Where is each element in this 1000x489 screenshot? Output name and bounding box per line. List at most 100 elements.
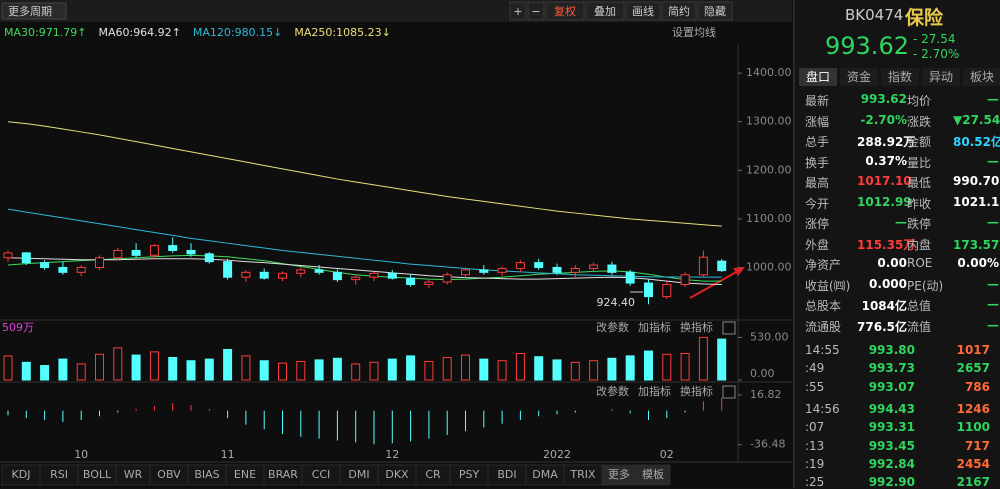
ma-settings[interactable]: 设置均线 — [672, 25, 716, 39]
stat-label: 总手 — [805, 135, 830, 149]
volume-bar — [241, 355, 251, 381]
y-tick-label: 0.00 — [750, 367, 775, 380]
indicator-tab[interactable]: DKX — [385, 468, 409, 481]
candle-body — [680, 274, 690, 285]
volume-bar — [589, 360, 599, 381]
pane-button[interactable]: 加指标 — [638, 384, 671, 398]
stat-value: — — [895, 215, 907, 229]
indicator-tab[interactable]: OBV — [157, 468, 181, 481]
ma-legend: MA60:964.92↑ — [98, 26, 180, 39]
x-tick-label: 02 — [660, 448, 674, 461]
volume-bar — [351, 363, 361, 381]
candle-body — [497, 267, 507, 273]
low-label: 924.40 — [597, 296, 636, 309]
toolbar-button[interactable]: + — [513, 5, 522, 18]
indicator-tab[interactable]: BIAS — [194, 468, 219, 481]
stat-label: 换手 — [805, 155, 830, 170]
stat-label: 涨幅 — [805, 114, 830, 129]
ma-line — [7, 121, 722, 227]
stat-label: 均价 — [907, 94, 932, 108]
indicator-tab[interactable]: DMA — [532, 468, 558, 481]
trade-time: :25 — [805, 475, 825, 489]
volume-bar — [424, 361, 434, 381]
panel-tab[interactable]: 资金 — [840, 68, 878, 86]
toolbar-button[interactable]: 简约 — [668, 4, 690, 18]
indicator-tab[interactable]: DMI — [348, 468, 369, 481]
ma-line — [7, 257, 722, 286]
pane-button[interactable]: 换指标 — [680, 384, 713, 398]
candle-body — [570, 267, 580, 273]
pane-button[interactable]: 加指标 — [638, 320, 671, 334]
stat-label: 涨跌 — [907, 114, 932, 129]
pane-button[interactable]: 改参数 — [596, 384, 629, 398]
toolbar-button[interactable]: 叠加 — [594, 5, 616, 18]
indicator-tab[interactable]: BOLL — [83, 468, 112, 481]
stat-label: 最高 — [805, 176, 830, 190]
stat-value: — — [987, 276, 999, 291]
volume-bar — [113, 347, 123, 381]
candle-body — [332, 271, 342, 281]
y-tick-label: 1000.00 — [746, 260, 792, 273]
volume-bar — [332, 357, 342, 381]
indicator-tab[interactable]: RSI — [50, 468, 68, 481]
y-tick-label: 1300.00 — [746, 115, 792, 128]
candle-body — [406, 277, 416, 285]
separator: : — [231, 26, 235, 39]
volume-bar — [625, 355, 635, 381]
trade-time: :19 — [805, 456, 825, 471]
indicator-tab[interactable]: BRAR — [268, 468, 298, 481]
candle-body — [186, 249, 196, 255]
indicator-tab[interactable]: CR — [425, 468, 441, 481]
stat-value: 115.35万 — [857, 237, 916, 252]
ma-legend-arrow: ↓ — [382, 26, 391, 39]
toolbar-button[interactable]: 画线 — [632, 4, 654, 18]
stock-name: 保险 — [905, 7, 944, 29]
stat-label: 外盘 — [805, 237, 830, 252]
x-tick-label: 11 — [221, 448, 235, 461]
trade-price: 993.31 — [868, 420, 915, 435]
toolbar-button-bg — [661, 1, 697, 21]
ma-legend-arrow: ↑ — [172, 26, 181, 39]
stat-label: 净资产 — [805, 258, 842, 272]
pane-button[interactable]: 改参数 — [596, 320, 629, 334]
indicator-tab[interactable]: 更多 — [608, 467, 630, 481]
stat-label: 收益(㈣) — [805, 278, 851, 293]
close-button[interactable] — [722, 321, 736, 335]
stat-value: 1017.10 — [857, 174, 912, 188]
stat-value: — — [987, 317, 999, 332]
trade-volume: 1100 — [956, 420, 990, 435]
ma-legend: MA120:980.15↓ — [193, 26, 282, 39]
trade-time: :55 — [805, 379, 825, 394]
indicator-tab[interactable]: ENE — [234, 468, 256, 481]
period-button[interactable]: 更多周期 — [8, 4, 52, 18]
indicator-tab[interactable]: CCI — [312, 468, 331, 481]
toolbar-button[interactable]: 复权 — [554, 4, 576, 18]
trade-price: 993.07 — [868, 379, 915, 394]
indicator-tab[interactable]: BDI — [497, 468, 516, 481]
pane-button[interactable]: 换指标 — [680, 320, 713, 334]
candle-body — [21, 252, 31, 264]
volume-bar — [698, 336, 708, 381]
indicator-tab[interactable]: WR — [124, 468, 143, 481]
indicator-tab[interactable]: KDJ — [12, 468, 31, 481]
volume-bar — [497, 360, 507, 381]
ma-legend-value-label: 964.92 — [133, 26, 172, 39]
close-button[interactable] — [722, 385, 736, 399]
trade-volume: 1017 — [956, 343, 990, 357]
toolbar-button[interactable]: 隐藏 — [704, 5, 726, 18]
stat-label: 流通股 — [805, 319, 842, 334]
panel-tab[interactable]: 指数 — [881, 68, 919, 86]
ma-legend-value-label: 980.15 — [235, 26, 274, 39]
x-tick-label: 2022 — [543, 448, 571, 461]
toolbar-button-bg — [697, 1, 733, 21]
volume-bar — [168, 357, 178, 381]
volume-bar — [607, 357, 617, 381]
indicator-tab[interactable]: TRIX — [569, 468, 596, 481]
panel-tab[interactable]: 盘口 — [799, 68, 837, 86]
toolbar-button[interactable]: − — [531, 5, 540, 18]
panel-tab[interactable]: 板块 — [963, 68, 1000, 86]
indicator-tab[interactable]: PSY — [459, 468, 480, 481]
indicator-tab[interactable]: 模板 — [642, 467, 664, 481]
panel-tab[interactable]: 异动 — [922, 68, 960, 86]
dropdown[interactable] — [1, 2, 67, 20]
